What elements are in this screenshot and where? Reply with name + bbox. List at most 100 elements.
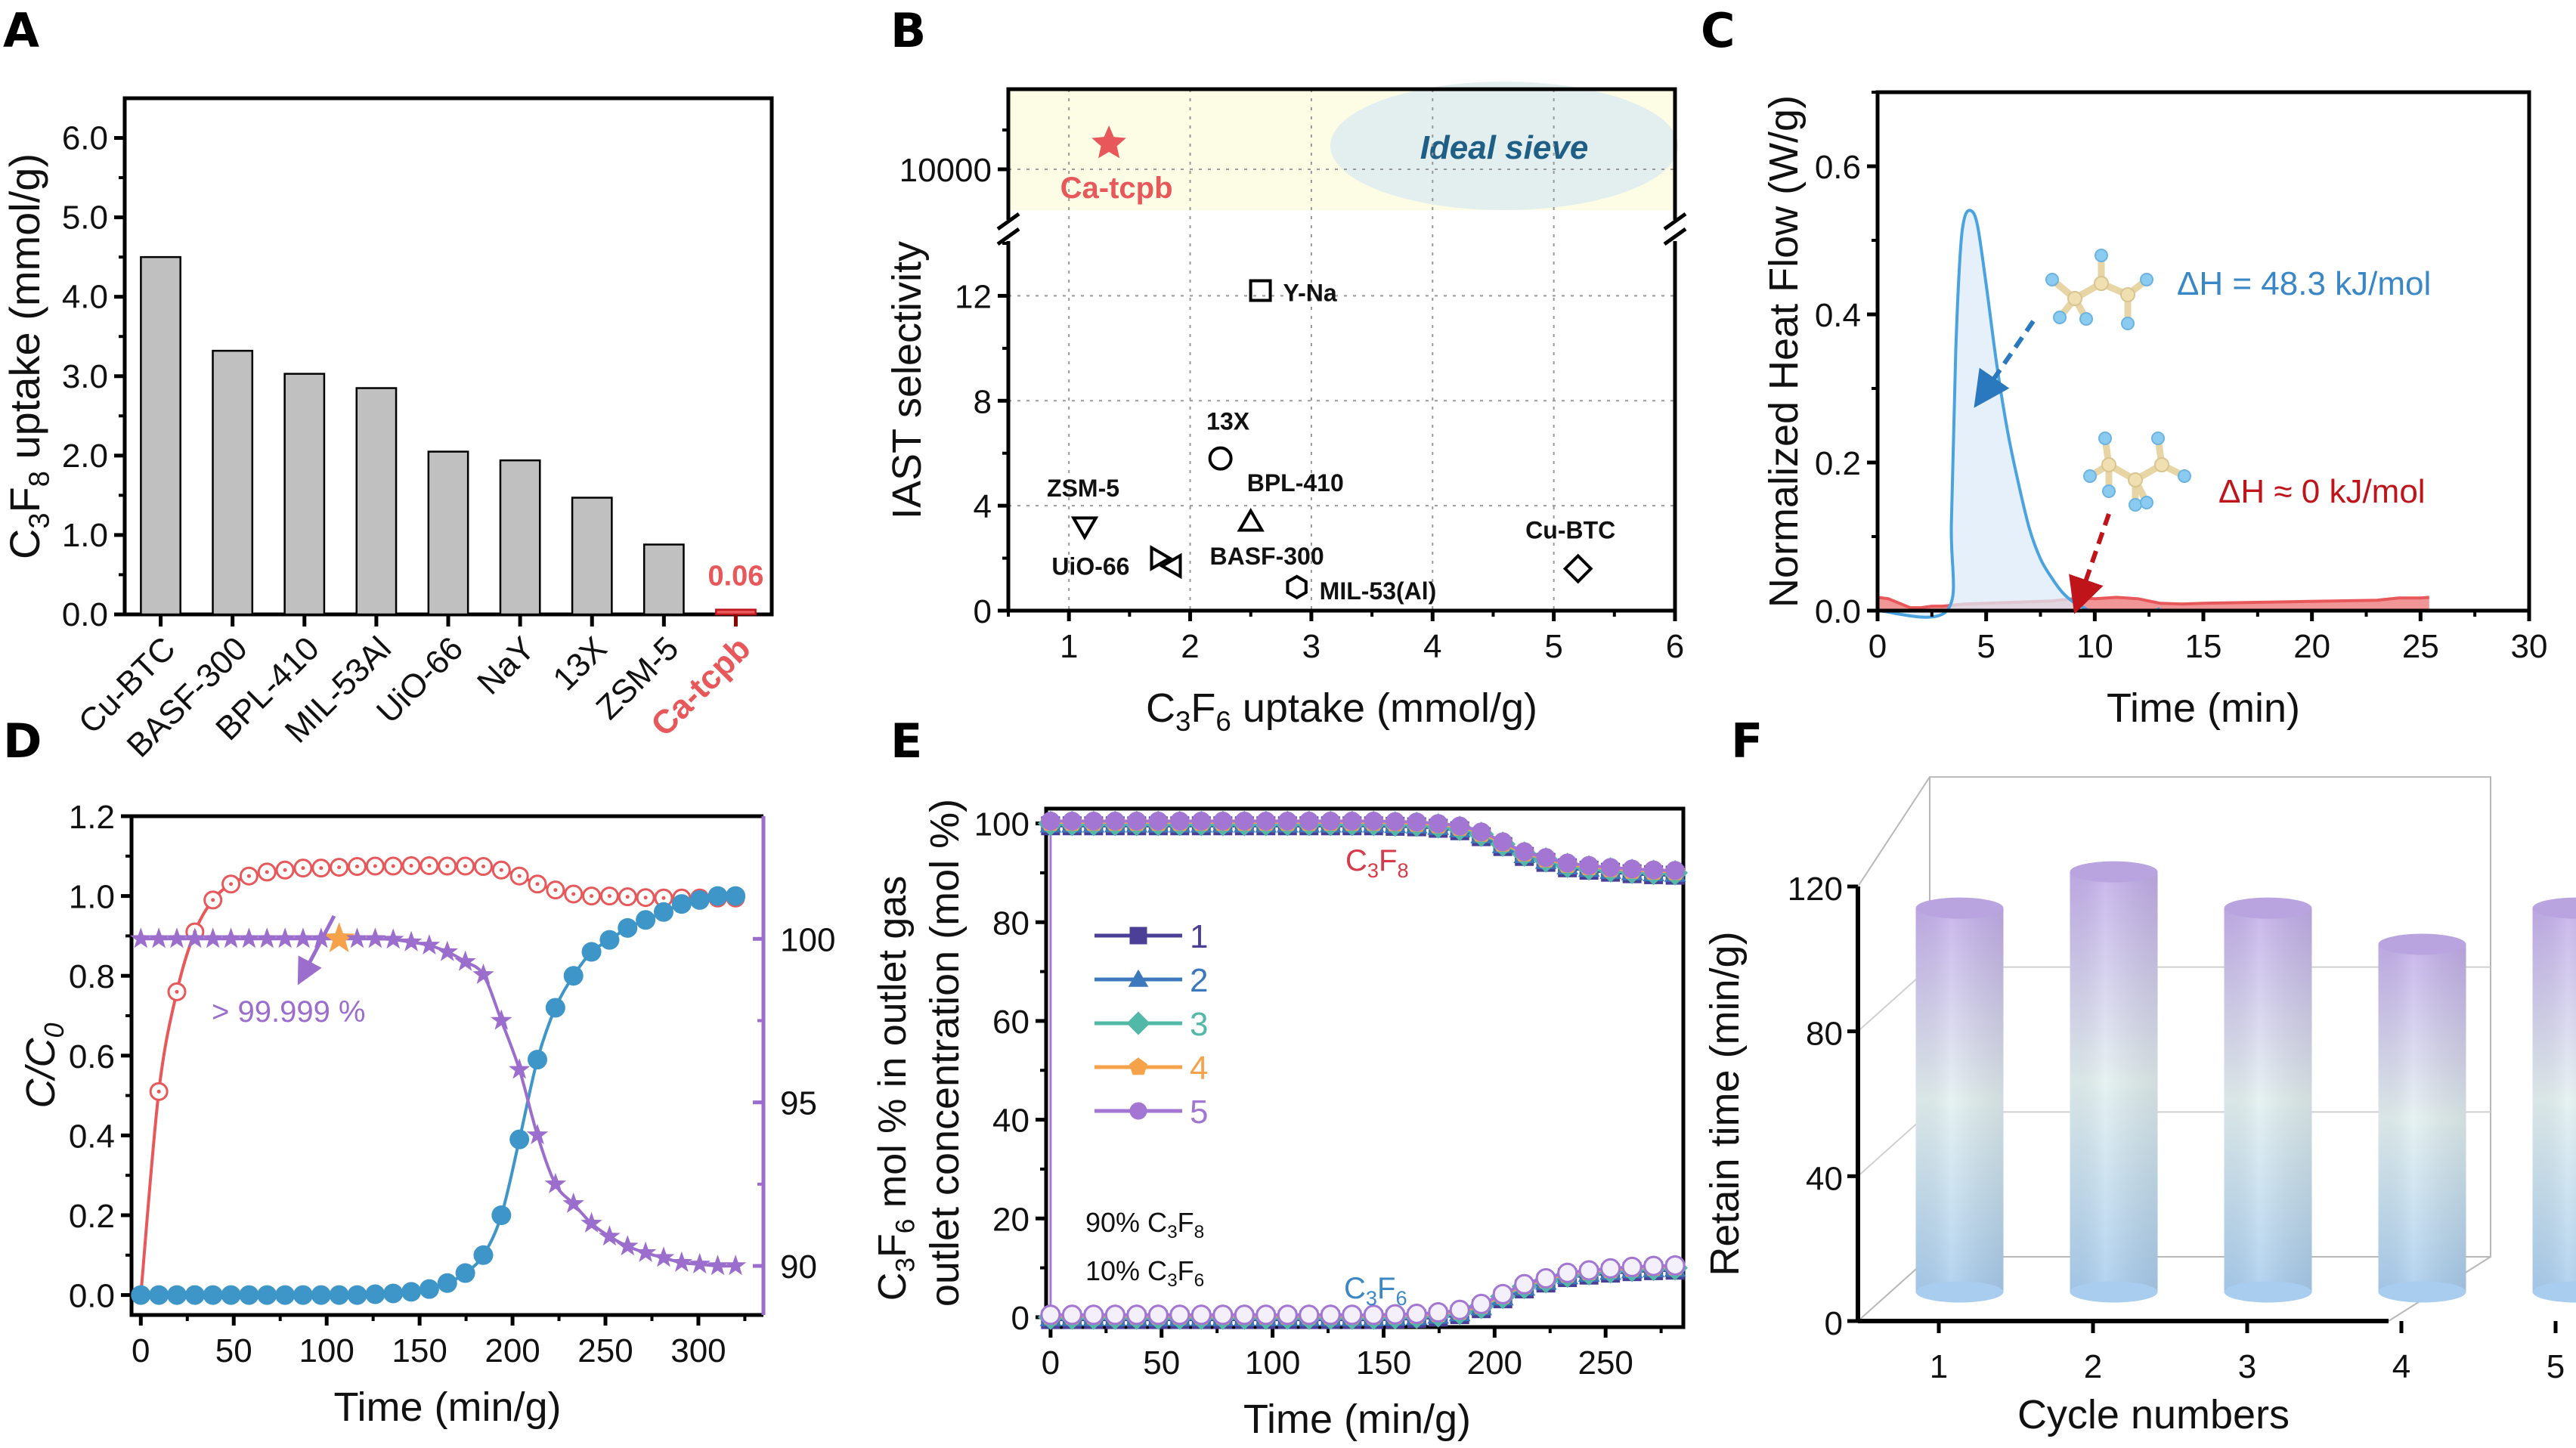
y-tick-label: 0.2 bbox=[69, 1198, 115, 1235]
data-point bbox=[599, 930, 620, 950]
legend-label: 3 bbox=[1190, 1006, 1208, 1043]
x-tick-label: 1 bbox=[1930, 1348, 1948, 1385]
data-point bbox=[184, 1285, 205, 1305]
data-point bbox=[528, 1050, 548, 1070]
x-axis-label: Cycle numbers bbox=[2017, 1392, 2290, 1437]
data-point bbox=[1148, 811, 1168, 831]
x-tick-label: 10 bbox=[2076, 628, 2113, 665]
data-point bbox=[418, 934, 441, 955]
x-tick-label: 0 bbox=[1042, 1344, 1060, 1381]
data-point bbox=[1213, 811, 1233, 831]
x-tick-label: 5 bbox=[1544, 628, 1562, 665]
x-tick-label: 100 bbox=[299, 1332, 354, 1369]
data-point bbox=[274, 927, 296, 948]
point-label: 13X bbox=[1206, 408, 1250, 435]
bar bbox=[715, 608, 757, 616]
data-point bbox=[1321, 811, 1340, 831]
bar bbox=[427, 450, 469, 616]
y-tick-label: 4.0 bbox=[62, 279, 108, 316]
data-point bbox=[364, 927, 386, 948]
legend-label: 1 bbox=[1190, 918, 1208, 955]
data-point bbox=[1234, 811, 1254, 831]
data-point bbox=[1558, 853, 1577, 873]
y-tick-label: 0 bbox=[1011, 1300, 1029, 1337]
data-point bbox=[455, 1263, 475, 1283]
y-right-tick-label: 100 bbox=[780, 921, 835, 958]
axis-break-mark bbox=[1663, 212, 1687, 231]
legend-label: 5 bbox=[1190, 1094, 1208, 1131]
data-point bbox=[689, 1252, 711, 1274]
panel-c-heat-flow: 0.0 0.2 0.4 0.6 0 5 10 15 20 25 30 Normalized Heat … bbox=[1761, 90, 2548, 731]
data-point bbox=[1040, 1304, 1061, 1326]
data-point-dot bbox=[355, 865, 360, 869]
data-point bbox=[275, 1285, 296, 1305]
x-tick-label: 50 bbox=[215, 1332, 252, 1369]
y-tick-label: 120 bbox=[1788, 871, 1843, 908]
data-point bbox=[1471, 1293, 1492, 1314]
cylinder-top bbox=[1915, 897, 2004, 919]
data-point bbox=[346, 927, 368, 948]
y-tick-label: 80 bbox=[1806, 1016, 1843, 1053]
data-point-dot bbox=[156, 1089, 161, 1094]
y-axis-label: C3F8 uptake (mmol/g) bbox=[1, 153, 55, 559]
y-tick-label: 0.6 bbox=[1815, 149, 1861, 186]
data-point bbox=[1191, 811, 1211, 831]
panel-e-cycles: 0 20 40 60 80 100 0 50 100 150 200 250 1 2 3 4 5 C3F8 C3F6… bbox=[922, 799, 1689, 1442]
data-point bbox=[581, 942, 602, 962]
x-tick-label: 250 bbox=[1577, 1344, 1633, 1381]
data-point bbox=[221, 1285, 241, 1305]
data-point bbox=[1128, 969, 1149, 987]
x-tick-label: 5 bbox=[2547, 1348, 2565, 1385]
data-point bbox=[1126, 1304, 1147, 1326]
data-point bbox=[545, 998, 565, 1018]
cylinder-shade bbox=[2070, 871, 2158, 1292]
y-tick-label: 0.0 bbox=[1815, 593, 1861, 630]
data-point-diamond bbox=[1562, 553, 1593, 584]
x-tick-label: 150 bbox=[392, 1332, 447, 1369]
y-axis-label: Normalized Heat Flow (W/g) bbox=[1761, 95, 1807, 608]
panel-letter-d: D bbox=[3, 713, 42, 769]
y-tick-label: 0.4 bbox=[1815, 297, 1861, 334]
data-point-dot bbox=[661, 896, 666, 900]
y-axis-label: Retain time (min/g) bbox=[1702, 931, 1748, 1276]
data-point bbox=[1105, 811, 1125, 831]
data-point bbox=[562, 1192, 584, 1213]
data-point-dot bbox=[175, 989, 179, 994]
data-point-dot bbox=[409, 863, 413, 868]
cylinder-shade bbox=[1915, 908, 2004, 1292]
y-axis-label: C/C0 bbox=[18, 1023, 70, 1108]
data-point bbox=[184, 927, 206, 948]
data-point-dot bbox=[265, 870, 269, 874]
data-point bbox=[147, 927, 170, 948]
data-point bbox=[1429, 814, 1448, 834]
fluorine-atom bbox=[2140, 496, 2153, 509]
y-tick-label: 10000 bbox=[899, 152, 992, 189]
series-line bbox=[141, 937, 736, 1268]
data-point bbox=[365, 1284, 385, 1304]
data-point bbox=[618, 917, 638, 938]
y-tick-label: 40 bbox=[992, 1103, 1029, 1140]
data-point bbox=[1472, 822, 1491, 842]
data-point bbox=[1061, 1304, 1082, 1326]
data-point bbox=[707, 1255, 729, 1276]
y-tick-label: 80 bbox=[992, 905, 1029, 942]
fluorine-atom bbox=[2121, 317, 2135, 330]
data-point bbox=[1277, 1304, 1298, 1326]
ideal-sieve-label: Ideal sieve bbox=[1420, 129, 1589, 166]
cylinder-top bbox=[2070, 861, 2158, 883]
data-point-triangle-up bbox=[1237, 507, 1265, 532]
data-point bbox=[1428, 1302, 1449, 1323]
data-point bbox=[1665, 861, 1685, 880]
data-point bbox=[1126, 1011, 1150, 1035]
data-point bbox=[347, 1285, 367, 1305]
c3f6-curve-label: C3F6 bbox=[1344, 1272, 1407, 1310]
data-point bbox=[1170, 811, 1190, 831]
data-point bbox=[634, 1241, 657, 1262]
y-tick-label: 0.4 bbox=[69, 1118, 115, 1155]
point-label: UiO-66 bbox=[1051, 553, 1129, 580]
x-tick-label: 30 bbox=[2511, 628, 2548, 665]
y-tick-label: 1.0 bbox=[62, 517, 108, 554]
data-point bbox=[1212, 1304, 1234, 1326]
